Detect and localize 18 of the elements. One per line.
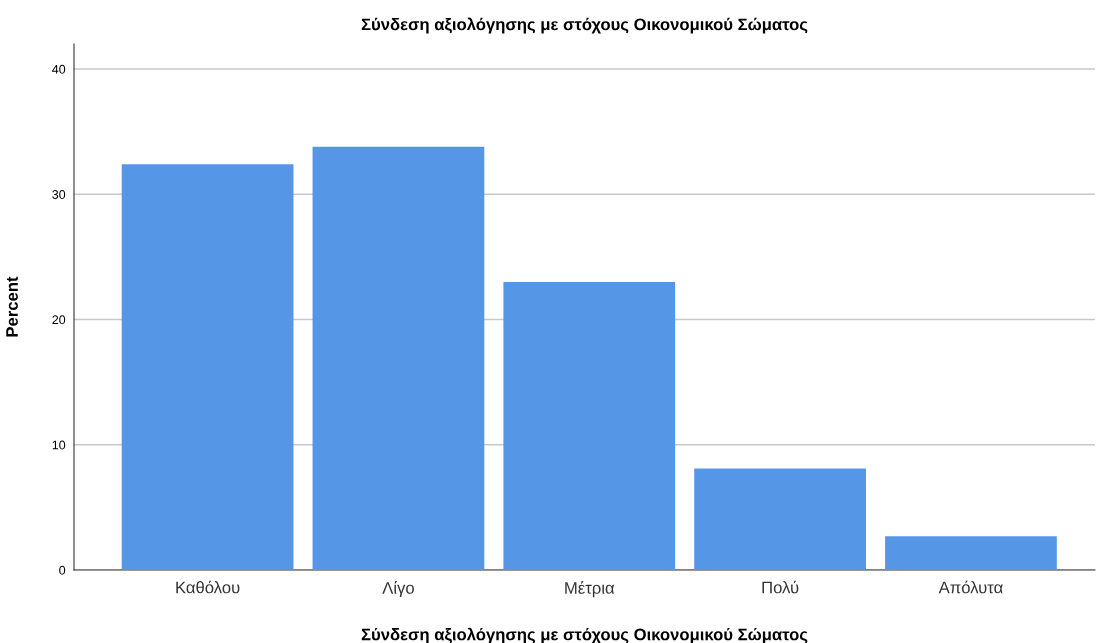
bar	[694, 468, 866, 570]
y-tick-label: 20	[52, 315, 66, 325]
y-tick-label: 10	[52, 440, 66, 450]
bar	[312, 146, 485, 570]
y-tick-label: 0	[59, 565, 66, 575]
x-axis-title: Σύνδεση αξιολόγησης με στόχους Οικονομικού Σώματος	[361, 627, 808, 643]
y-tick-label: 30	[52, 190, 66, 199]
x-tick-label: Πολύ	[762, 580, 799, 594]
x-tick-label: Λίγο	[382, 581, 414, 598]
y-tick-label: 40	[52, 64, 66, 74]
x-tick-label: Καθόλου	[176, 580, 240, 594]
bar	[885, 536, 1057, 570]
x-tick-label: Απόλυτα	[938, 580, 1003, 594]
x-tick-label: Μέτρια	[565, 581, 615, 598]
chart-title: Σύνδεση αξιολόγησης με στόχους Οικονομικού Σώματος	[361, 17, 808, 34]
bar	[121, 164, 294, 570]
y-axis-title: Percent	[6, 276, 18, 337]
bar	[503, 281, 676, 570]
